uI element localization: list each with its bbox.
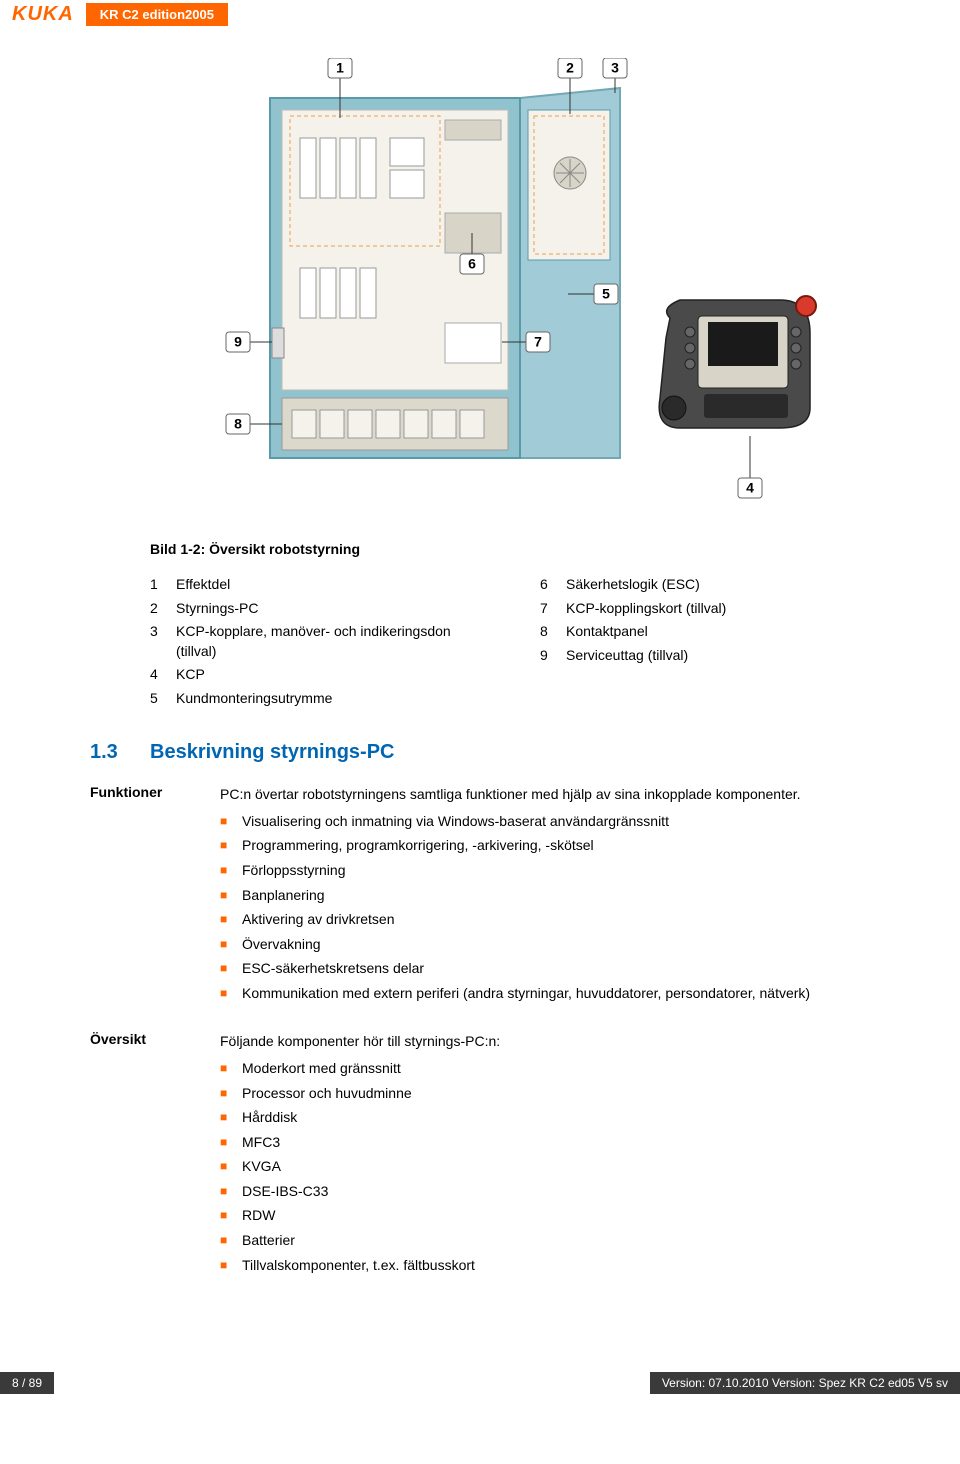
svg-text:2: 2 [566,60,574,76]
svg-text:7: 7 [534,334,542,350]
list-item: Övervakning [220,935,870,955]
legend-item: 3KCP-kopplare, manöver- och indikeringsd… [150,622,480,661]
version-string: Version: 07.10.2010 Version: Spez KR C2 … [650,1372,960,1394]
list-item: Programmering, programkorrigering, -arki… [220,836,870,856]
funktioner-intro: PC:n övertar robotstyrningens samtliga f… [220,784,870,804]
legend-left-col: 1Effektdel 2Styrnings-PC 3KCP-kopplare, … [150,571,480,713]
list-item: ESC-säkerhetskretsens delar [220,959,870,979]
legend-text: KCP-kopplare, manöver- och indikeringsdo… [176,622,480,661]
legend-num: 7 [540,599,566,619]
list-item: Kommunikation med extern periferi (andra… [220,984,870,1004]
figure-diagram: 1 2 3 4 5 6 7 [150,58,870,521]
side-label-funktioner: Funktioner [90,784,220,1009]
list-item: KVGA [220,1157,870,1177]
page-footer: 8 / 89 Version: 07.10.2010 Version: Spez… [0,1372,960,1394]
list-item: Moderkort med gränssnitt [220,1059,870,1079]
header-bar: KUKA KR C2 edition2005 [0,0,960,28]
legend-text: Serviceuttag (tillval) [566,646,688,666]
legend-text: Säkerhetslogik (ESC) [566,575,700,595]
section-number: 1.3 [90,741,150,764]
oversikt-body: Följande komponenter hör till styrnings-… [220,1031,870,1281]
svg-text:8: 8 [234,416,242,432]
oversikt-list: Moderkort med gränssnitt Processor och h… [220,1059,870,1275]
doc-title: KR C2 edition2005 [86,3,228,26]
list-item: Aktivering av drivkretsen [220,910,870,930]
page-content: 1 2 3 4 5 6 7 [0,28,960,1332]
funktioner-list: Visualisering och inmatning via Windows-… [220,812,870,1004]
legend-item: 4KCP [150,665,480,685]
list-item: Hårddisk [220,1108,870,1128]
side-label-oversikt: Översikt [90,1031,220,1281]
svg-text:6: 6 [468,256,476,272]
legend-num: 2 [150,599,176,619]
list-item: RDW [220,1206,870,1226]
legend-item: 7KCP-kopplingskort (tillval) [540,599,870,619]
list-item: MFC3 [220,1133,870,1153]
legend-item: 8Kontaktpanel [540,622,870,642]
oversikt-intro: Följande komponenter hör till styrnings-… [220,1031,870,1051]
legend-item: 6Säkerhetslogik (ESC) [540,575,870,595]
legend-item: 9Serviceuttag (tillval) [540,646,870,666]
legend-text: Kontaktpanel [566,622,648,642]
legend-text: Kundmonteringsutrymme [176,689,332,709]
legend-text: KCP-kopplingskort (tillval) [566,599,726,619]
legend-num: 8 [540,622,566,642]
legend-text: Styrnings-PC [176,599,258,619]
figure-caption: Bild 1-2: Översikt robotstyrning [150,541,870,557]
svg-text:5: 5 [602,286,610,302]
svg-text:4: 4 [746,480,754,496]
legend-item: 1Effektdel [150,575,480,595]
legend-num: 5 [150,689,176,709]
funktioner-body: PC:n övertar robotstyrningens samtliga f… [220,784,870,1009]
list-item: Tillvalskomponenter, t.ex. fältbusskort [220,1256,870,1276]
funktioner-block: Funktioner PC:n övertar robotstyrningens… [90,784,870,1009]
svg-text:3: 3 [611,60,619,76]
legend-num: 9 [540,646,566,666]
legend-text: KCP [176,665,205,685]
list-item: Förloppsstyrning [220,861,870,881]
legend-num: 4 [150,665,176,685]
section-heading: 1.3 Beskrivning styrnings-PC [90,741,870,764]
list-item: Batterier [220,1231,870,1251]
svg-text:9: 9 [234,334,242,350]
kuka-logo: KUKA [0,3,86,26]
legend-item: 5Kundmonteringsutrymme [150,689,480,709]
robot-controller-diagram: 1 2 3 4 5 6 7 [190,58,830,518]
list-item: DSE-IBS-C33 [220,1182,870,1202]
legend-num: 1 [150,575,176,595]
svg-text:1: 1 [336,60,344,76]
legend-text: Effektdel [176,575,230,595]
list-item: Visualisering och inmatning via Windows-… [220,812,870,832]
legend-right-col: 6Säkerhetslogik (ESC) 7KCP-kopplingskort… [540,571,870,713]
legend-item: 2Styrnings-PC [150,599,480,619]
legend-num: 3 [150,622,176,661]
legend-num: 6 [540,575,566,595]
page-number: 8 / 89 [0,1372,54,1394]
section-title: Beskrivning styrnings-PC [150,741,395,764]
list-item: Banplanering [220,886,870,906]
oversikt-block: Översikt Följande komponenter hör till s… [90,1031,870,1281]
figure-legend: 1Effektdel 2Styrnings-PC 3KCP-kopplare, … [150,571,870,713]
list-item: Processor och huvudminne [220,1084,870,1104]
